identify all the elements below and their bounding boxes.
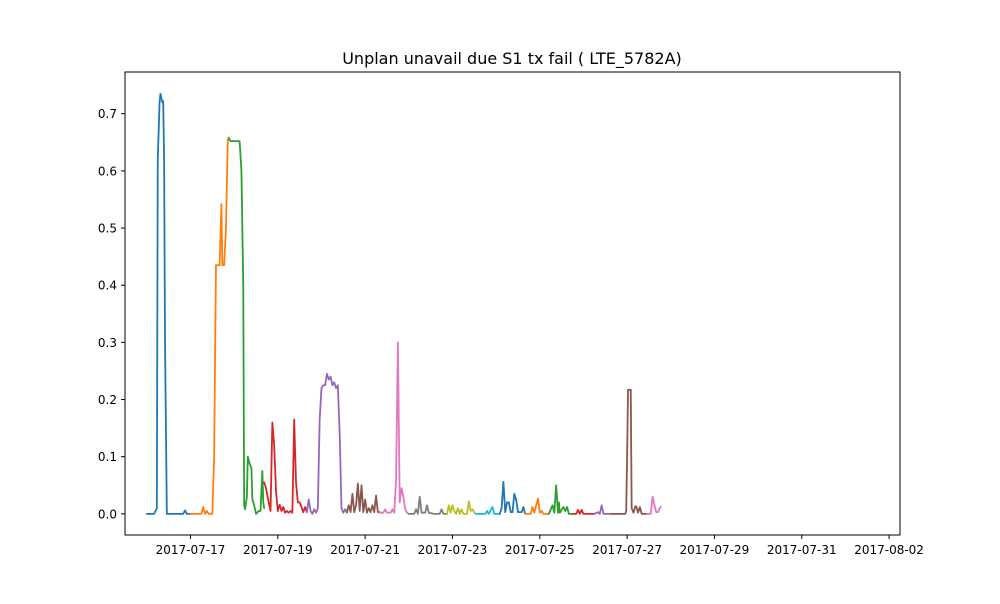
series-line-15: [593, 504, 612, 515]
series-line-2: [189, 138, 230, 515]
y-tick-label: 0.2: [98, 393, 117, 407]
y-tick-label: 0.1: [98, 450, 117, 464]
series-line-6: [346, 482, 381, 514]
y-tick-label: 0.4: [98, 279, 117, 293]
y-tick-label: 0.0: [98, 507, 117, 521]
x-tick-label: 2017-07-29: [680, 543, 750, 557]
y-axis: 0.0 0.1 0.2 0.3 0.4 0.5 0.6 0.7: [98, 107, 125, 521]
x-tick-label: 2017-07-27: [592, 543, 662, 557]
x-tick-label: 2017-07-19: [243, 543, 313, 557]
series-line-13: [547, 484, 574, 515]
series-line-9: [446, 500, 478, 515]
y-tick-label: 0.5: [98, 222, 117, 236]
x-axis: 2017-07-17 2017-07-19 2017-07-21 2017-07-23…: [156, 535, 924, 557]
series-line-10: [475, 506, 501, 515]
x-tick-label: 2017-07-23: [418, 543, 488, 557]
series-line-7: [378, 341, 410, 515]
series-line-11: [498, 480, 527, 515]
series-line-8: [407, 495, 448, 515]
y-tick-label: 0.6: [98, 164, 117, 178]
plot-area-frame: [124, 71, 901, 536]
chart-title: Unplan unavail due S1 tx fail ( LTE_5782…: [342, 49, 682, 69]
y-tick-label: 0.7: [98, 107, 117, 121]
series-line-16: [609, 388, 649, 515]
series-line-4: [263, 418, 308, 514]
series-line-1: [145, 92, 192, 515]
x-tick-label: 2017-07-17: [156, 543, 226, 557]
x-tick-label: 2017-08-02: [854, 543, 924, 557]
series-line-3: [227, 136, 266, 515]
x-tick-label: 2017-07-25: [505, 543, 575, 557]
series-line-5: [306, 372, 348, 515]
series-line-17: [646, 495, 662, 515]
x-tick-label: 2017-07-21: [330, 543, 400, 557]
y-tick-label: 0.3: [98, 336, 117, 350]
x-tick-label: 2017-07-31: [767, 543, 837, 557]
series-line-12: [524, 497, 550, 515]
series-layer: [145, 92, 662, 515]
series-line-14: [571, 508, 596, 515]
